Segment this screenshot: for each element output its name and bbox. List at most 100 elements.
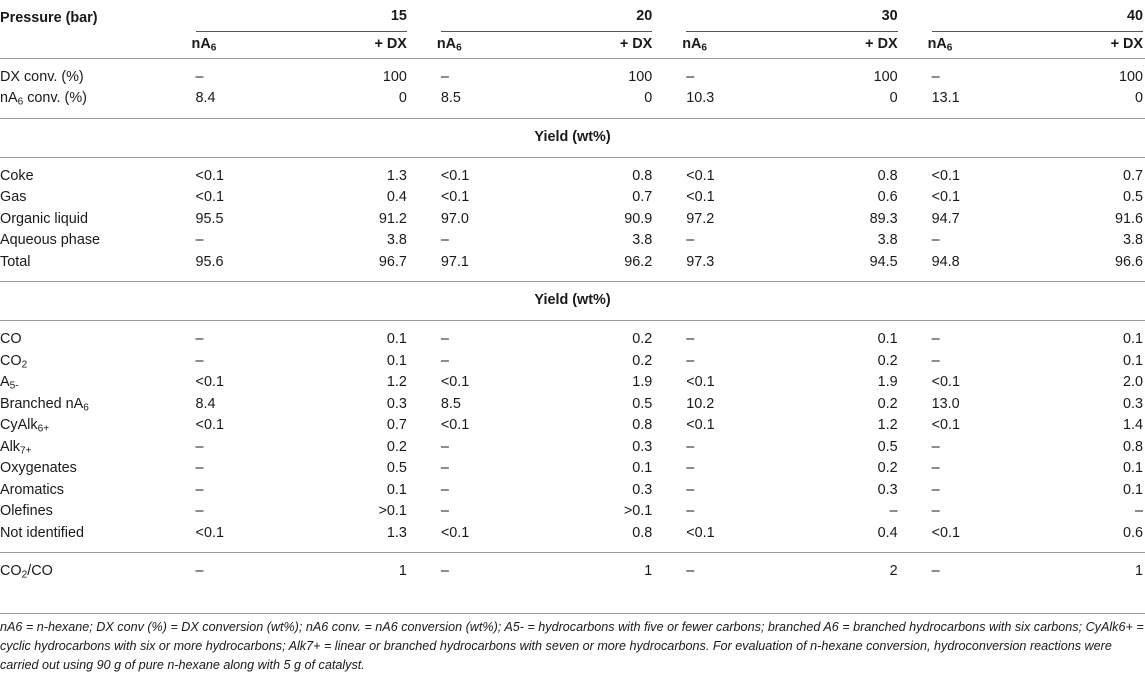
table-cell: 0.7 — [1022, 156, 1145, 187]
table-cell: – — [686, 352, 695, 369]
table-cell: 0.3 — [386, 395, 407, 412]
row-label: CO — [0, 320, 164, 351]
table-row: nA6 conv. (%) 8.4 0 8.5 0 10.3 0 13.1 0 — [0, 88, 1145, 118]
table-cell: 0 — [644, 90, 653, 106]
table-cell: – — [163, 320, 287, 351]
table-cell: 8.4 — [195, 395, 216, 412]
table-cell: 0.2 — [531, 320, 655, 351]
table-cell: – — [686, 438, 695, 455]
table-cell: 94.5 — [869, 253, 898, 270]
table-cell: <0.1 — [654, 156, 777, 187]
table-cell: <0.1 — [931, 417, 960, 433]
row-label: Total — [0, 253, 31, 270]
table-cell: – — [195, 232, 204, 248]
row-label: Not identified — [0, 524, 84, 541]
table-cell: – — [408, 57, 532, 88]
table-cell: 0.1 — [286, 320, 409, 351]
table-cell: – — [654, 320, 777, 351]
col-header-dx: + DX — [1110, 35, 1143, 52]
row-label: CyAlk6+ — [0, 417, 50, 435]
table-cell: 90.9 — [624, 210, 653, 227]
section-yield-2: Yield (wt%) — [0, 281, 1145, 321]
table-cell: – — [899, 57, 1023, 88]
table-cell: 1.2 — [877, 417, 898, 433]
pressure-header: 15 — [164, 0, 409, 32]
table-cell: <0.1 — [931, 374, 960, 390]
table-cell: – — [686, 232, 695, 248]
table-row: Gas <0.1 0.4 <0.1 0.7 <0.1 0.6 <0.1 0.5 — [0, 187, 1145, 209]
table-cell: 0.3 — [632, 438, 653, 455]
table-cell: 0.8 — [531, 156, 655, 187]
table-cell: 0.3 — [632, 481, 653, 498]
table-cell: 0.1 — [386, 352, 407, 369]
table-cell: 89.3 — [869, 210, 898, 227]
table-cell: <0.1 — [440, 417, 470, 433]
table-cell: – — [408, 320, 532, 351]
table-cell: 3.8 — [632, 232, 653, 248]
section-yield-1: Yield (wt%) — [0, 117, 1145, 157]
table-cell: <0.1 — [931, 189, 960, 205]
table-cell: 0.8 — [632, 524, 653, 541]
table-row: Total 95.6 96.7 97.1 96.2 97.3 94.5 94.8 96.6 — [0, 252, 1145, 282]
col-header-na6: nA6 — [682, 35, 708, 54]
table-cell: – — [195, 352, 204, 369]
table-row: CO –0.1–0.2–0.1–0.1 — [0, 320, 1145, 351]
pressure-header: 30 — [654, 0, 899, 32]
table-cell: <0.1 — [195, 417, 224, 433]
table-cell: <0.1 — [440, 374, 470, 390]
table-cell: 96.2 — [624, 253, 653, 270]
table-cell: <0.1 — [163, 156, 287, 187]
table-row: Oxygenates – 0.5 – 0.1 – 0.2 – 0.1 — [0, 458, 1145, 480]
table-cell: <0.1 — [686, 417, 715, 433]
table-row: DX conv. (%) –100–100–100–100 — [0, 57, 1145, 88]
table-cell: 3.8 — [877, 232, 898, 248]
table-cell: 0.2 — [386, 438, 407, 455]
table-cell: – — [686, 481, 695, 498]
results-table: Pressure (bar) 15 20 30 40 nA6 + DX nA6 + D… — [0, 0, 1145, 591]
table-cell: – — [1134, 503, 1143, 519]
table-cell: <0.1 — [686, 524, 715, 541]
table-cell: – — [195, 481, 204, 498]
table-cell: – — [899, 320, 1023, 351]
table-cell: <0.1 — [931, 524, 960, 541]
section-title: Yield (wt%) — [0, 281, 1145, 321]
row-label: DX conv. (%) — [0, 57, 164, 88]
table-row: Not identified <0.1 1.3 <0.1 0.8 <0.1 0.4 <0.1 0… — [0, 523, 1145, 553]
table-cell: 0.7 — [632, 189, 653, 205]
table-cell: – — [686, 503, 695, 519]
table-cell: – — [440, 460, 449, 476]
row-label: A5- — [0, 374, 19, 392]
table-cell: >0.1 — [623, 503, 653, 519]
col-header-dx: + DX — [865, 35, 898, 52]
table-cell: 0.5 — [386, 460, 407, 476]
col-header-na6: nA6 — [191, 35, 217, 54]
table-cell: <0.1 — [899, 156, 1023, 187]
table-cell: 0.2 — [877, 352, 898, 369]
table-cell: – — [899, 552, 1023, 591]
table-row: A5- <0.1 1.2 <0.1 1.9 <0.1 1.9 <0.1 2.0 — [0, 372, 1145, 394]
row-label: Branched nA6 — [0, 395, 89, 414]
row-label: Oxygenates — [0, 460, 77, 476]
pressure-label: Pressure (bar) — [0, 10, 98, 26]
table-cell: 0.6 — [877, 189, 898, 205]
row-label: Alk7+ — [0, 438, 32, 457]
table-row: Organic liquid 95.5 91.2 97.0 90.9 97.2 89.3 94… — [0, 209, 1145, 231]
table-cell: 0.2 — [877, 395, 898, 412]
table-cell: 2 — [776, 552, 900, 591]
table-cell: – — [408, 552, 532, 591]
table-cell: 1.2 — [386, 374, 407, 390]
table-cell: – — [440, 438, 449, 455]
table-cell: 10.3 — [686, 90, 715, 106]
table-cell: <0.1 — [195, 524, 224, 541]
table-cell: – — [931, 481, 940, 498]
table-cell: 10.2 — [686, 395, 715, 412]
table-cell: 0.1 — [1122, 481, 1143, 498]
table-cell: <0.1 — [686, 189, 715, 205]
row-label: Organic liquid — [0, 210, 88, 227]
footnote: nA6 = n-hexane; DX conv (%) = DX convers… — [0, 613, 1145, 675]
table-cell: – — [163, 552, 287, 591]
col-header-na6: nA6 — [436, 35, 462, 54]
table-cell: 1.3 — [386, 524, 407, 541]
table-cell: 0.8 — [1122, 438, 1143, 455]
table-cell: 0 — [398, 90, 407, 106]
